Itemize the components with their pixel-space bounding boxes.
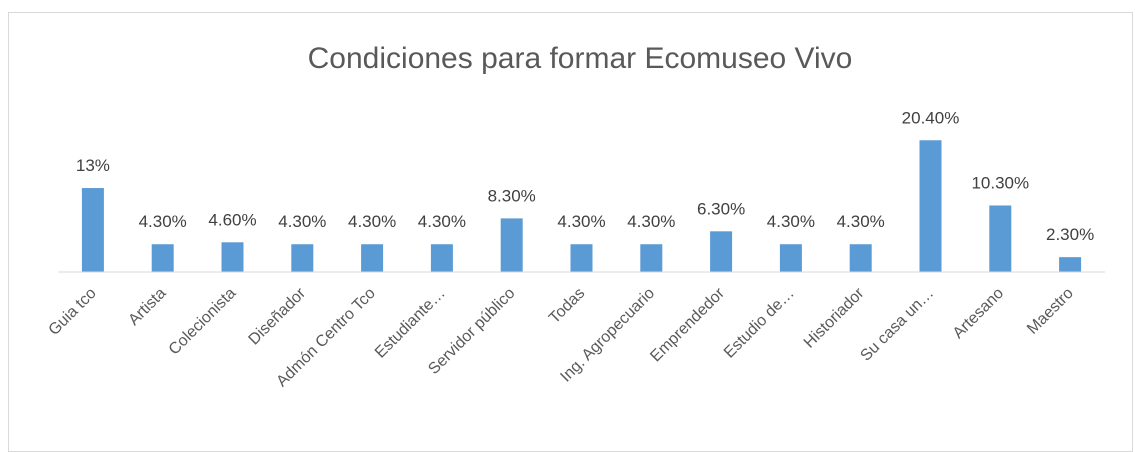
- bar: [430, 244, 453, 272]
- data-label: 4.30%: [837, 212, 885, 231]
- bar: [1059, 257, 1082, 272]
- bar: [570, 244, 593, 272]
- bar: [500, 218, 523, 272]
- data-label: 4.60%: [208, 210, 256, 229]
- data-label: 2.30%: [1046, 225, 1094, 244]
- bar: [710, 231, 733, 272]
- bar: [151, 244, 174, 272]
- data-label: 13%: [76, 156, 110, 175]
- bar: [81, 188, 104, 272]
- data-label: 4.30%: [278, 212, 326, 231]
- bar: [640, 244, 663, 272]
- bar: [989, 205, 1012, 272]
- data-label: 4.30%: [418, 212, 466, 231]
- data-label: 4.30%: [348, 212, 396, 231]
- data-label: 8.30%: [488, 186, 536, 205]
- data-label: 4.30%: [627, 212, 675, 231]
- bar: [919, 140, 942, 272]
- chart-title: Condiciones para formar Ecomuseo Vivo: [308, 42, 853, 75]
- bar: [291, 244, 314, 272]
- data-label: 10.30%: [971, 173, 1029, 192]
- bar: [779, 244, 802, 272]
- chart-frame: [8, 12, 1133, 452]
- bar: [361, 244, 384, 272]
- data-label: 4.30%: [557, 212, 605, 231]
- data-label: 6.30%: [697, 199, 745, 218]
- data-label: 20.40%: [902, 108, 960, 127]
- bar: [849, 244, 872, 272]
- data-label: 4.30%: [767, 212, 815, 231]
- data-label: 4.30%: [139, 212, 187, 231]
- bar: [221, 242, 244, 272]
